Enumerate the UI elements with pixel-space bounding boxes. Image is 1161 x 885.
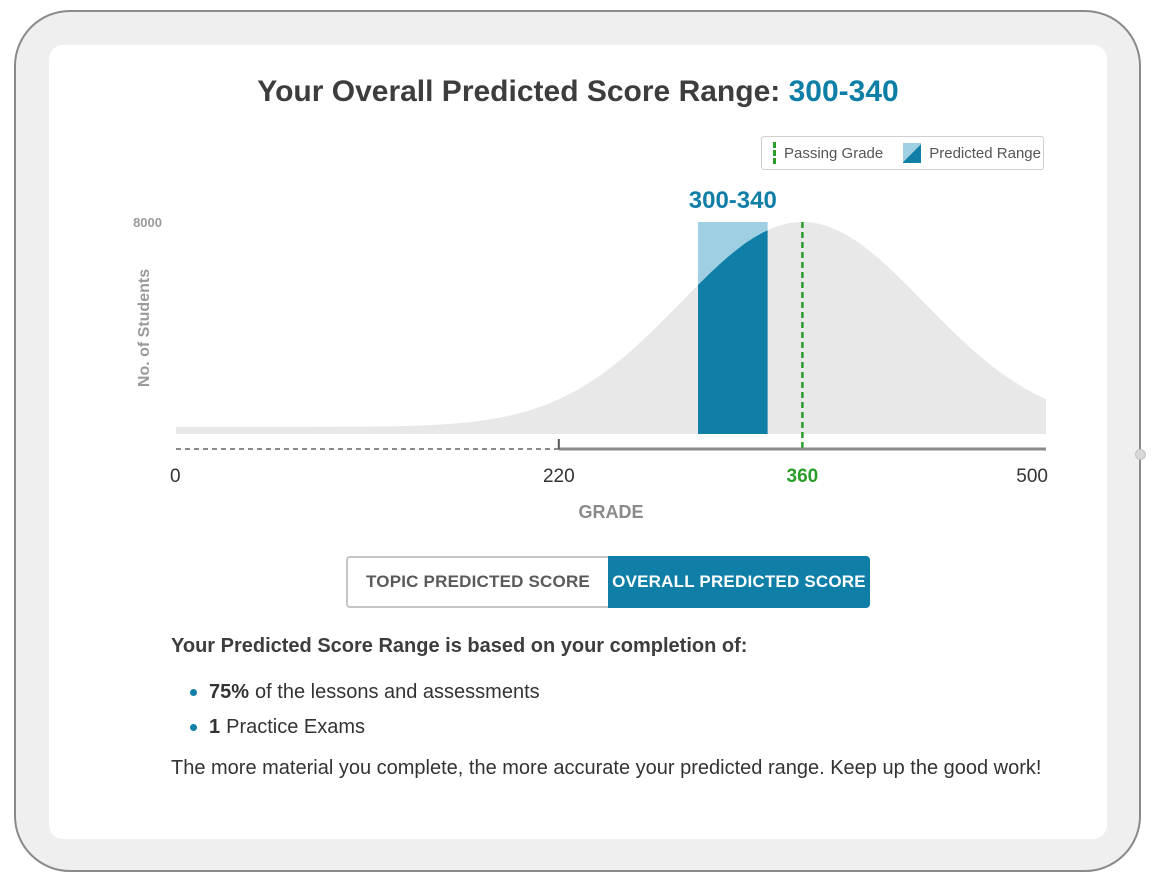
predicted-range-fill [698,230,768,434]
screen: Your Overall Predicted Score Range: 300-… [49,45,1107,839]
page-title-range: 300-340 [788,75,899,108]
legend-predicted-label: Predicted Range [929,144,1041,162]
x-tick-label: 0 [170,466,181,487]
legend-item-passing: Passing Grade [762,142,883,164]
completion-text: of the lessons and assessments [255,681,540,703]
encouragement-text: The more material you complete, the more… [171,757,1042,779]
basis-heading: Your Predicted Score Range is based on y… [171,635,748,657]
distribution-area [176,222,1046,434]
passing-line-icon [773,142,776,164]
practice-exam-text: Practice Exams [226,716,366,738]
x-tick-label: 360 [787,466,819,487]
y-axis-max-label: 8000 [133,215,162,230]
practice-exam-count: 1 [209,716,221,738]
x-tick-label: 500 [1016,466,1048,487]
topic-predicted-score-button[interactable]: TOPIC PREDICTED SCORE [346,556,608,608]
predicted-range-icon [903,143,922,163]
overall-predicted-score-button[interactable]: OVERALL PREDICTED SCORE [608,556,870,608]
x-axis-title: GRADE [578,502,643,522]
score-distribution-chart: 300-340 8000 No. of Students 0 220 360 500 … [133,187,1048,522]
page-title-prefix: Your Overall Predicted Score Range: [257,75,781,108]
x-axis-ticks: 0 220 360 500 [170,466,1048,487]
bullet-icon [190,689,197,696]
completion-percent: 75% [209,681,250,703]
list-item: 75% of the lessons and assessments [171,675,540,710]
legend-item-predicted: Predicted Range [883,143,1041,163]
x-tick-label: 220 [543,466,575,487]
legend-passing-label: Passing Grade [784,144,884,162]
chart-legend: Passing Grade Predicted Range [761,136,1044,170]
bullet-icon [190,724,197,731]
score-view-toggle: TOPIC PREDICTED SCORE OVERALL PREDICTED … [346,556,870,608]
list-item: 1 Practice Exams [171,710,540,745]
predicted-range-label: 300-340 [689,187,777,214]
page-title: Your Overall Predicted Score Range: 300-… [49,75,1107,109]
home-button[interactable] [1135,449,1146,460]
basis-list: 75% of the lessons and assessments 1 Pra… [171,675,540,745]
y-axis-title: No. of Students [136,269,153,387]
